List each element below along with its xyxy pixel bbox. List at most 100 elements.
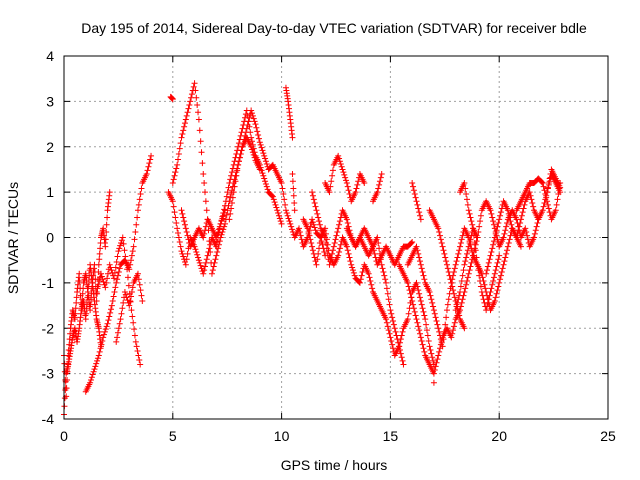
data-point xyxy=(468,259,475,266)
data-point xyxy=(97,270,104,277)
data-point xyxy=(380,268,387,275)
data-point xyxy=(408,294,415,301)
data-point xyxy=(344,219,351,226)
data-point xyxy=(118,237,125,244)
data-point xyxy=(289,226,296,233)
data-point xyxy=(269,192,276,199)
data-point xyxy=(227,210,234,217)
data-point xyxy=(262,178,269,185)
data-point xyxy=(448,334,455,341)
data-point xyxy=(505,210,512,217)
data-point xyxy=(94,285,101,292)
data-point xyxy=(119,305,126,312)
data-point xyxy=(82,316,89,323)
data-point xyxy=(545,205,552,212)
data-point xyxy=(486,256,493,263)
data-point xyxy=(411,190,418,197)
data-point xyxy=(170,203,177,210)
data-point xyxy=(105,317,112,324)
data-point xyxy=(504,247,511,254)
data-point xyxy=(450,290,457,297)
data-point xyxy=(184,109,191,116)
data-point xyxy=(488,249,495,256)
data-point xyxy=(544,201,551,208)
data-point xyxy=(493,290,500,297)
data-point xyxy=(181,120,188,127)
data-point xyxy=(124,274,131,281)
data-point xyxy=(359,268,366,275)
data-point xyxy=(465,207,472,214)
data-point xyxy=(198,149,205,156)
data-point xyxy=(418,301,425,308)
data-point xyxy=(176,239,183,246)
data-point xyxy=(307,236,314,243)
data-point xyxy=(457,239,464,246)
data-point xyxy=(249,149,256,156)
data-point xyxy=(471,239,478,246)
data-point xyxy=(114,253,121,260)
data-point xyxy=(223,193,230,200)
data-point xyxy=(498,268,505,275)
data-point xyxy=(436,348,443,355)
data-point xyxy=(251,118,258,125)
data-point xyxy=(379,265,386,272)
data-point xyxy=(397,350,404,357)
data-point xyxy=(214,231,221,238)
data-point xyxy=(128,293,135,300)
data-point xyxy=(468,218,475,225)
data-point xyxy=(539,180,546,187)
data-point xyxy=(522,225,529,232)
data-point xyxy=(339,166,346,173)
data-point xyxy=(451,319,458,326)
data-point xyxy=(192,87,199,94)
data-point xyxy=(469,221,476,228)
data-point xyxy=(480,296,487,303)
data-point xyxy=(532,227,539,234)
data-point xyxy=(76,270,83,277)
data-point xyxy=(523,229,530,236)
data-point xyxy=(232,178,239,185)
data-point xyxy=(122,253,129,260)
data-point xyxy=(361,180,368,187)
data-point xyxy=(312,203,319,210)
data-point xyxy=(235,158,242,165)
data-point xyxy=(390,317,397,324)
data-point xyxy=(501,230,508,237)
data-point xyxy=(353,185,360,192)
data-point xyxy=(259,170,266,177)
data-point xyxy=(370,247,377,254)
data-point xyxy=(290,185,297,192)
data-point xyxy=(410,187,417,194)
data-point xyxy=(193,94,200,101)
data-point xyxy=(475,229,482,236)
data-point xyxy=(343,243,350,250)
data-point xyxy=(201,230,208,237)
data-point xyxy=(387,307,394,314)
data-point xyxy=(479,292,486,299)
data-point xyxy=(116,320,123,327)
data-point xyxy=(107,309,114,316)
data-point xyxy=(180,127,187,134)
data-point xyxy=(137,190,144,197)
data-points xyxy=(61,80,564,418)
data-point xyxy=(289,134,296,141)
data-point xyxy=(255,131,262,138)
data-point xyxy=(132,229,139,236)
data-point xyxy=(376,245,383,252)
data-point xyxy=(528,196,535,203)
data-point xyxy=(200,270,207,277)
data-point xyxy=(297,232,304,239)
data-point xyxy=(535,216,542,223)
data-point xyxy=(453,258,460,265)
data-point xyxy=(386,301,393,308)
data-point xyxy=(463,254,470,261)
data-point xyxy=(249,112,256,119)
data-point xyxy=(129,313,136,320)
data-point xyxy=(436,229,443,236)
data-point xyxy=(134,270,141,277)
data-point xyxy=(118,310,125,317)
data-point xyxy=(99,276,106,283)
data-point xyxy=(347,258,354,265)
data-point xyxy=(87,307,94,314)
data-point xyxy=(88,374,95,381)
